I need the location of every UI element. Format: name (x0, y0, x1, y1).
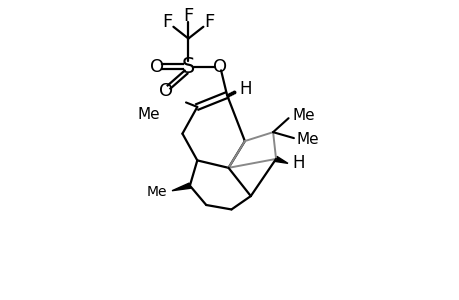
Text: F: F (183, 7, 193, 25)
Text: Me: Me (137, 107, 160, 122)
Text: O: O (159, 82, 173, 100)
Text: S: S (181, 57, 195, 77)
Text: O: O (150, 58, 164, 76)
Polygon shape (274, 156, 287, 164)
Text: F: F (162, 13, 172, 31)
Text: O: O (212, 58, 226, 76)
Text: Me: Me (296, 132, 319, 147)
Text: H: H (292, 154, 304, 172)
Text: Me: Me (146, 184, 166, 199)
Text: H: H (238, 80, 251, 98)
Text: F: F (204, 13, 214, 31)
Polygon shape (172, 183, 190, 191)
Text: Me: Me (292, 108, 314, 123)
